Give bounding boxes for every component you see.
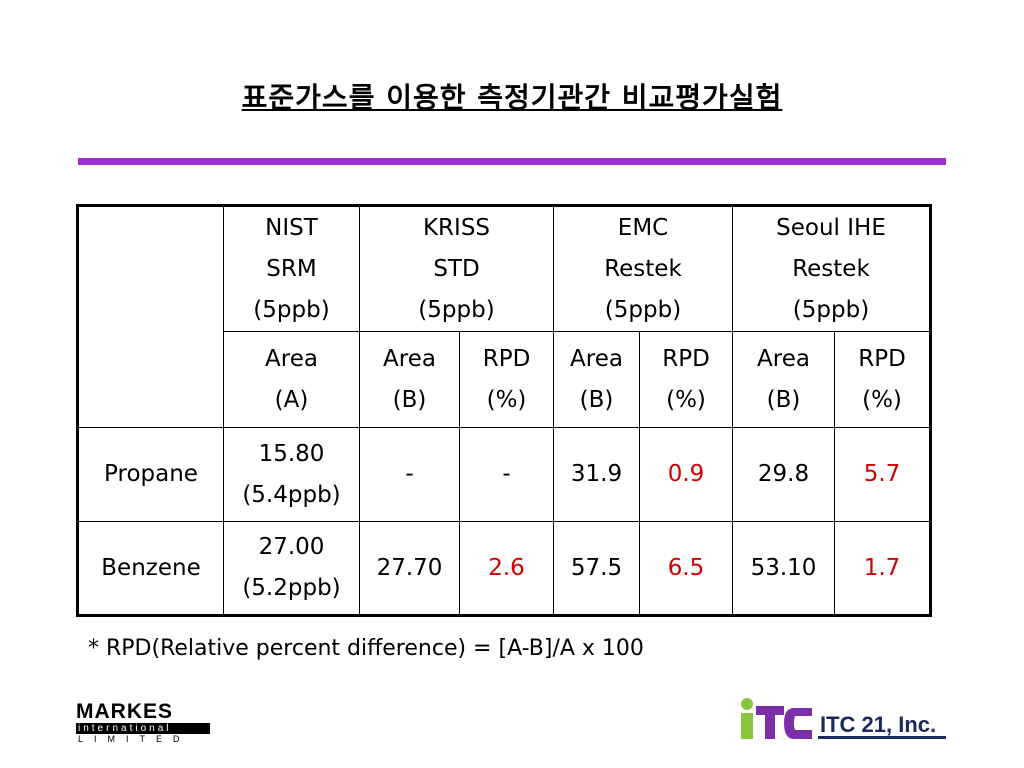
kriss-area-cell: -: [359, 427, 460, 522]
kriss-rpd-cell: 2.6: [459, 521, 554, 616]
emc-area-cell: 31.9: [553, 427, 640, 522]
seoul-area-cell: 53.10: [732, 521, 835, 616]
header-seoul-ihe: Seoul IHE Restek (5ppb): [732, 205, 931, 332]
subheader-kriss-area: Area (B): [359, 331, 460, 428]
kriss-area-cell: 27.70: [359, 521, 460, 616]
seoul-rpd-cell: 5.7: [834, 427, 931, 522]
markes-logo-name: MARKES: [76, 700, 174, 723]
title-divider: [78, 158, 946, 165]
header-kriss: KRISS STD (5ppb): [359, 205, 554, 332]
subheader-kriss-rpd: RPD (%): [459, 331, 554, 428]
table-row: Benzene 27.00 (5.2ppb) 27.70 2.6 57.5 6.5…: [77, 521, 931, 616]
ref-value: 27.00 (5.2ppb): [223, 521, 360, 616]
subheader-emc-area: Area (B): [553, 331, 640, 428]
emc-rpd-cell: 0.9: [639, 427, 733, 522]
itc-logo: [741, 698, 946, 739]
comparison-table: NIST SRM (5ppb) KRISS STD (5ppb) EMC Res…: [76, 204, 932, 617]
table-row: Propane 15.80 (5.4ppb) - - 31.9 0.9 29.8 …: [77, 427, 931, 522]
table-corner: [77, 205, 224, 428]
ref-value: 15.80 (5.4ppb): [223, 427, 360, 522]
emc-area-cell: 57.5: [553, 521, 640, 616]
header-nist: NIST SRM (5ppb): [223, 205, 360, 332]
subheader-emc-rpd: RPD (%): [639, 331, 733, 428]
row-label: Benzene: [77, 521, 224, 616]
kriss-rpd-cell: -: [459, 427, 554, 522]
markes-logo-limited: LIMITED: [78, 734, 191, 744]
rpd-footnote: * RPD(Relative percent difference) = [A-…: [88, 636, 644, 661]
subheader-seoul-rpd: RPD (%): [834, 331, 931, 428]
seoul-area-cell: 29.8: [732, 427, 835, 522]
markes-logo: MARKES international LIMITED: [76, 700, 210, 744]
markes-logo-international: international: [76, 723, 210, 734]
slide-title: 표준가스를 이용한 측정기관간 비교평가실험: [241, 81, 783, 114]
itc-logo-text: ITC 21, Inc.: [820, 712, 937, 737]
subheader-seoul-area: Area (B): [732, 331, 835, 428]
subheader-area-a: Area (A): [223, 331, 360, 428]
header-emc: EMC Restek (5ppb): [553, 205, 733, 332]
row-label: Propane: [77, 427, 224, 522]
emc-rpd-cell: 6.5: [639, 521, 733, 616]
seoul-rpd-cell: 1.7: [834, 521, 931, 616]
